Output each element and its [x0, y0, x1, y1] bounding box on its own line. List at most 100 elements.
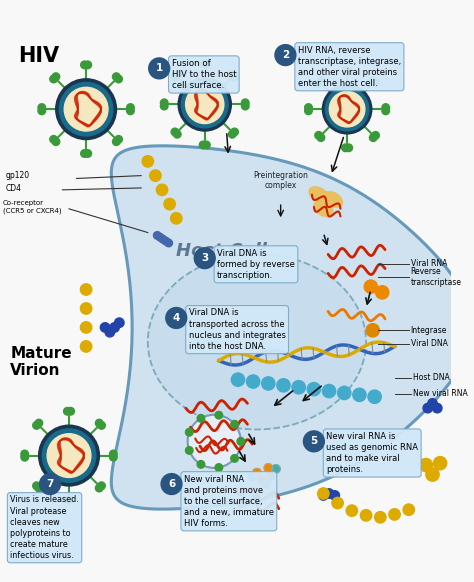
Circle shape	[368, 390, 381, 403]
Circle shape	[241, 102, 249, 110]
Circle shape	[403, 504, 414, 516]
Circle shape	[160, 102, 168, 110]
Circle shape	[428, 399, 437, 408]
Text: 7: 7	[46, 479, 54, 489]
Text: Fusion of
HIV to the host
cell surface.: Fusion of HIV to the host cell surface.	[172, 59, 236, 90]
Circle shape	[81, 322, 92, 333]
Circle shape	[215, 464, 223, 471]
Circle shape	[231, 420, 238, 428]
Circle shape	[115, 318, 124, 328]
Circle shape	[173, 71, 181, 79]
Circle shape	[315, 132, 322, 139]
Circle shape	[127, 104, 134, 111]
Circle shape	[346, 505, 357, 516]
Circle shape	[202, 60, 210, 68]
Circle shape	[47, 434, 91, 477]
Circle shape	[67, 407, 74, 415]
Circle shape	[372, 79, 379, 87]
Text: HIV: HIV	[18, 46, 59, 66]
Circle shape	[59, 83, 113, 136]
Circle shape	[100, 322, 110, 332]
Circle shape	[262, 377, 275, 390]
Circle shape	[105, 328, 115, 337]
Circle shape	[178, 78, 231, 131]
Circle shape	[433, 456, 447, 470]
Circle shape	[156, 233, 164, 241]
Circle shape	[115, 75, 122, 83]
Circle shape	[171, 128, 179, 136]
Circle shape	[241, 99, 249, 107]
Circle shape	[52, 138, 60, 146]
Circle shape	[81, 284, 92, 295]
Circle shape	[142, 155, 154, 167]
Circle shape	[50, 75, 57, 83]
Text: Host DNA: Host DNA	[412, 373, 449, 382]
Circle shape	[81, 303, 92, 314]
Circle shape	[182, 81, 228, 128]
Circle shape	[21, 450, 28, 458]
Circle shape	[39, 425, 100, 486]
Text: 6: 6	[168, 479, 175, 489]
Circle shape	[432, 403, 442, 413]
Text: 3: 3	[201, 253, 209, 263]
Circle shape	[52, 73, 60, 80]
Circle shape	[374, 512, 386, 523]
Circle shape	[329, 91, 365, 127]
Circle shape	[389, 509, 400, 520]
Circle shape	[342, 67, 349, 74]
Circle shape	[345, 67, 353, 74]
Circle shape	[149, 58, 170, 79]
Circle shape	[159, 235, 167, 243]
Circle shape	[112, 138, 120, 146]
Text: Host Cell: Host Cell	[176, 242, 267, 260]
Circle shape	[84, 61, 91, 69]
Circle shape	[277, 379, 290, 392]
Circle shape	[307, 382, 320, 396]
Circle shape	[33, 482, 40, 489]
Circle shape	[305, 104, 312, 111]
Circle shape	[325, 87, 369, 131]
Circle shape	[372, 132, 379, 139]
Text: 1: 1	[155, 63, 163, 73]
Circle shape	[262, 480, 271, 488]
Text: New viral RNA is
used as genomic RNA
and to make viral
proteins.: New viral RNA is used as genomic RNA and…	[326, 432, 418, 474]
Circle shape	[81, 340, 92, 352]
Circle shape	[160, 99, 168, 107]
Circle shape	[272, 464, 280, 473]
Circle shape	[194, 248, 215, 269]
Circle shape	[231, 373, 245, 386]
Circle shape	[33, 421, 40, 429]
Text: Mature
Virion: Mature Virion	[10, 346, 72, 378]
Ellipse shape	[314, 201, 333, 217]
Circle shape	[426, 468, 439, 481]
Circle shape	[109, 453, 117, 461]
Circle shape	[21, 453, 28, 461]
Circle shape	[342, 144, 349, 151]
Circle shape	[253, 469, 261, 477]
Circle shape	[165, 239, 173, 247]
Circle shape	[64, 87, 108, 131]
Circle shape	[67, 496, 74, 503]
Circle shape	[161, 474, 182, 495]
Polygon shape	[111, 146, 473, 509]
Circle shape	[315, 79, 322, 87]
Circle shape	[81, 61, 88, 69]
Circle shape	[317, 77, 325, 84]
Text: HIV RNA, reverse
transcriptase, integrase,
and other viral proteins
enter the ho: HIV RNA, reverse transcriptase, integras…	[298, 45, 401, 88]
Circle shape	[337, 386, 351, 400]
Circle shape	[109, 450, 117, 458]
Circle shape	[186, 86, 224, 123]
Circle shape	[246, 375, 260, 388]
Circle shape	[171, 212, 182, 224]
Circle shape	[166, 307, 187, 328]
Circle shape	[419, 459, 432, 472]
Circle shape	[35, 419, 43, 427]
Text: Viral RNA: Viral RNA	[410, 260, 447, 268]
Circle shape	[275, 45, 296, 66]
Circle shape	[319, 491, 328, 500]
Circle shape	[353, 388, 366, 402]
Circle shape	[257, 475, 266, 484]
Circle shape	[364, 280, 377, 293]
Circle shape	[305, 107, 312, 115]
Circle shape	[81, 150, 88, 157]
